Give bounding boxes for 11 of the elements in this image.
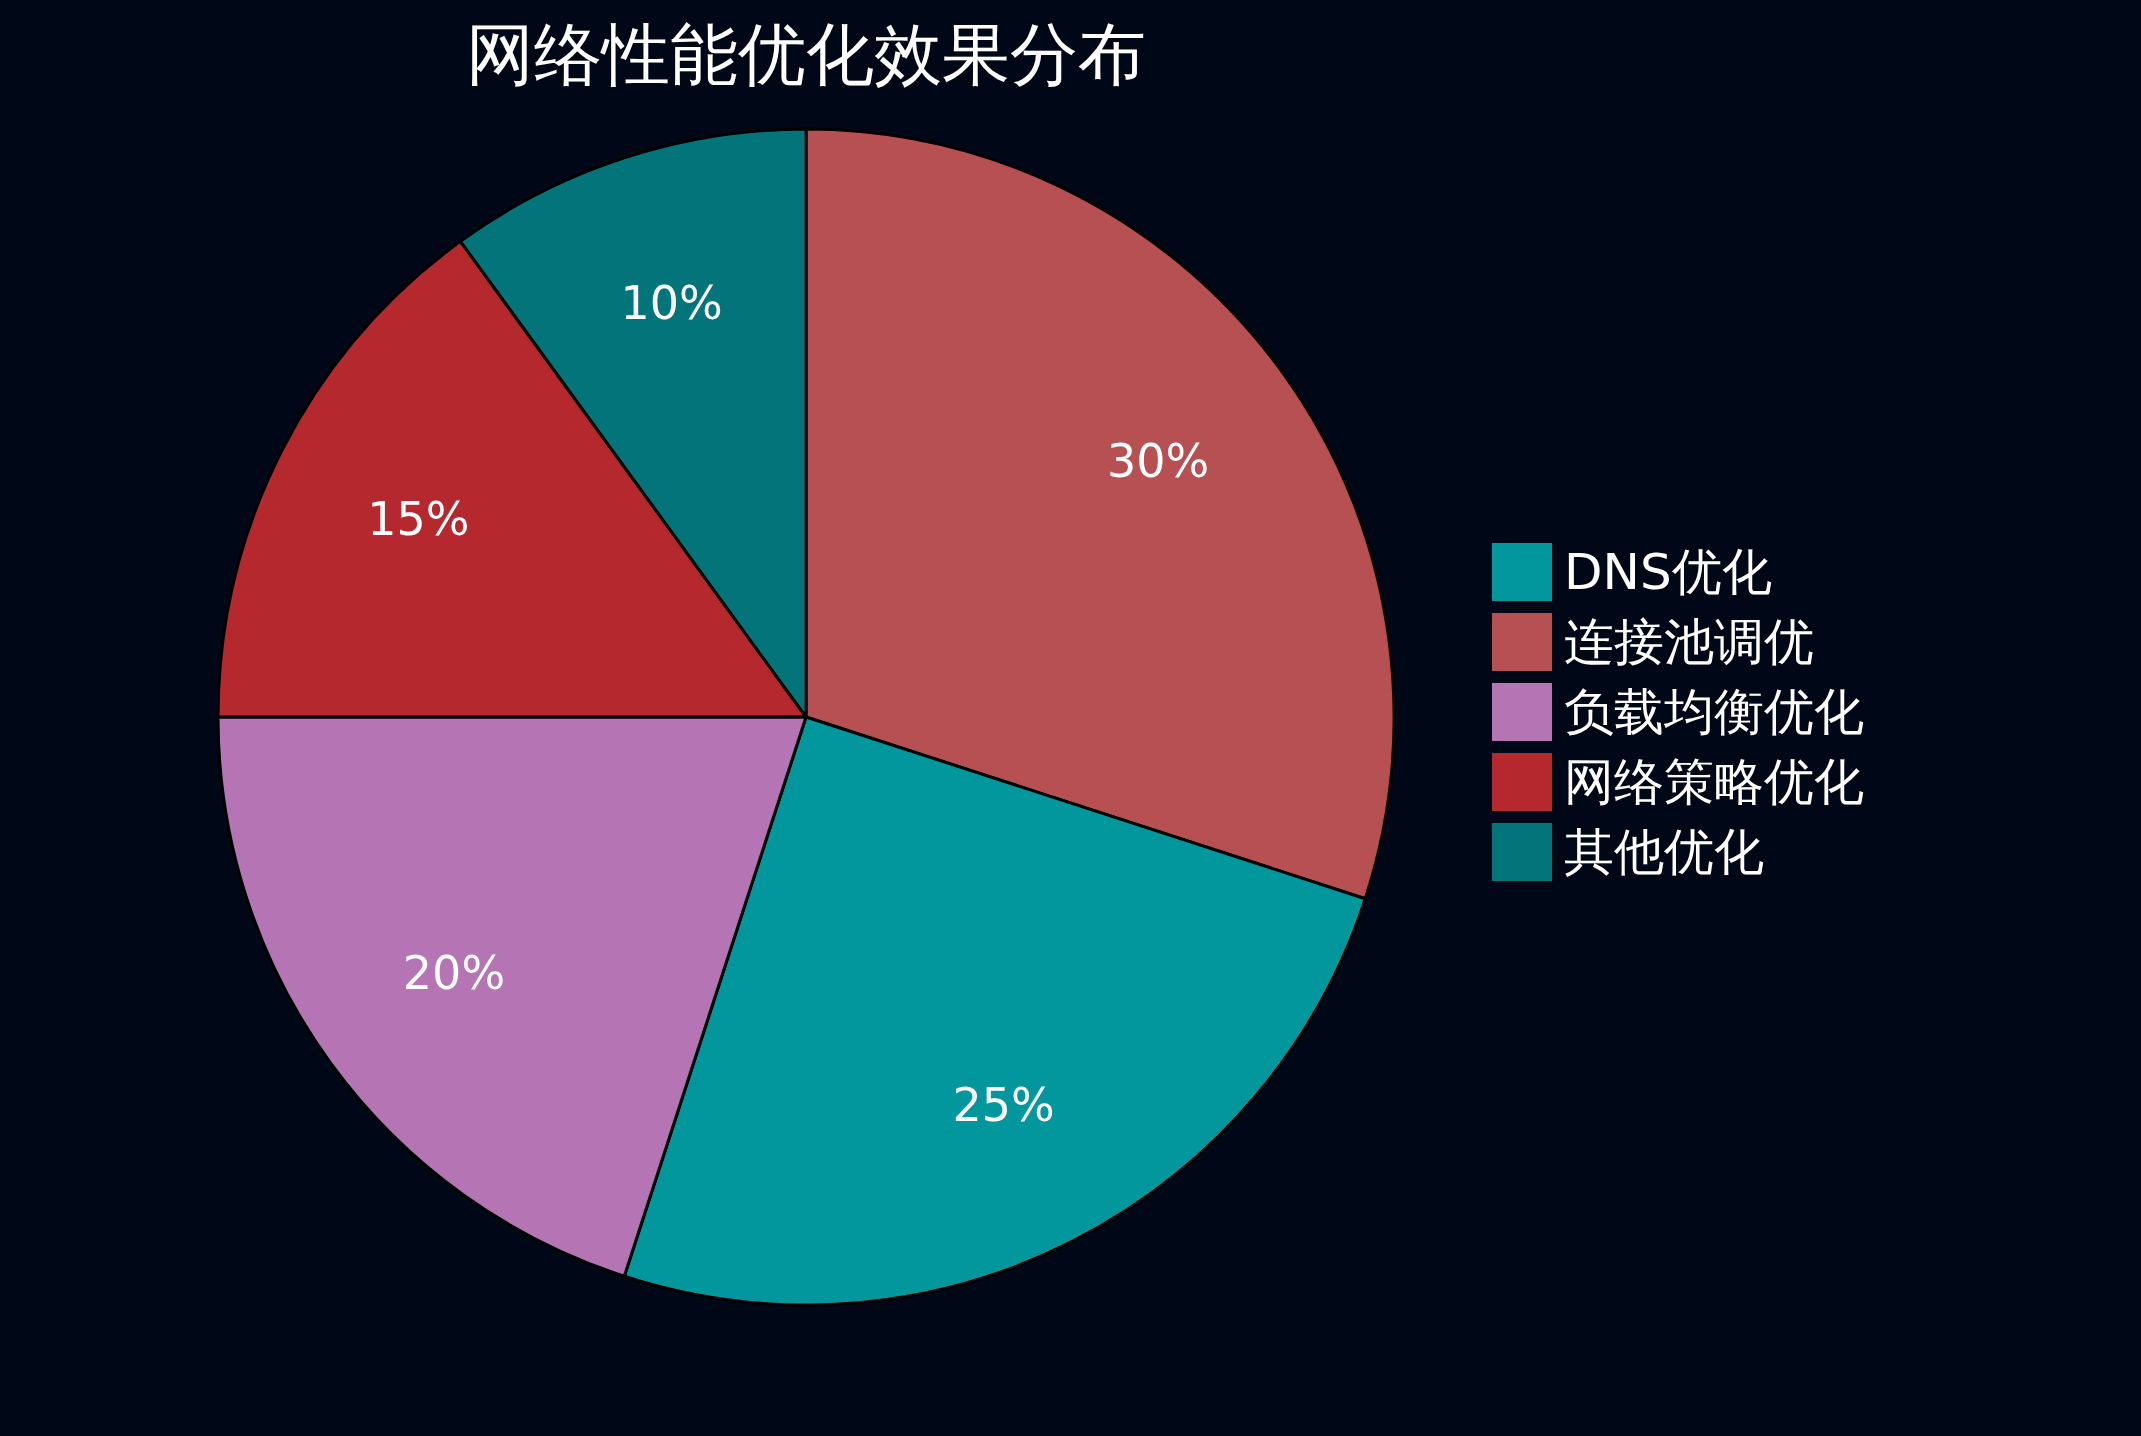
data-label: 20% [402,945,506,1000]
data-label: 15% [367,492,470,547]
data-label: 10% [620,276,723,331]
legend-label: 连接池调优 [1564,613,1814,671]
legend-label: 其他优化 [1564,823,1764,881]
data-label: 25% [952,1077,1055,1132]
legend-label: DNS优化 [1564,543,1772,601]
legend-label: 负载均衡优化 [1564,683,1864,741]
data-label: 30% [1106,434,1210,489]
chart-title: 网络性能优化效果分布 [466,15,1146,94]
legend-label: 网络策略优化 [1564,753,1864,811]
